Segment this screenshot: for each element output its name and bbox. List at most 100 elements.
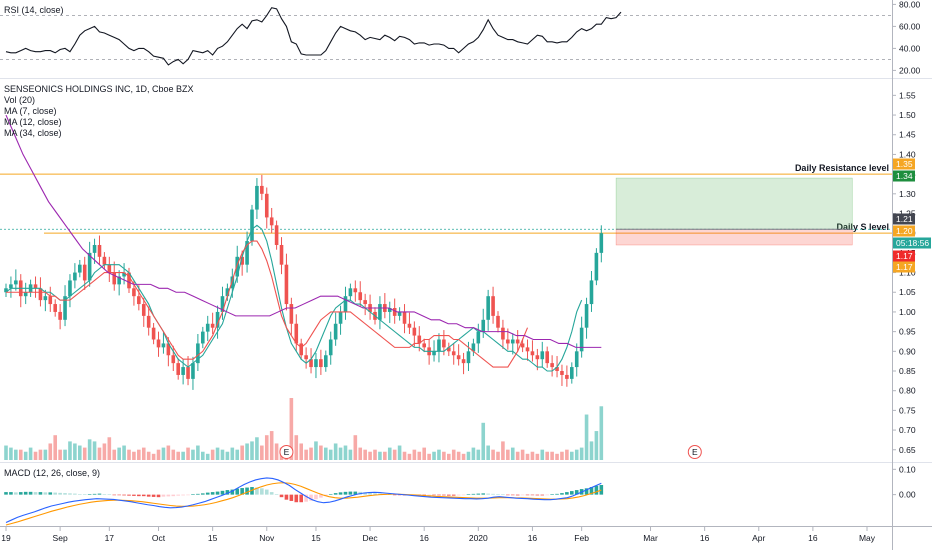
volume-bar — [58, 449, 62, 460]
candle — [584, 304, 589, 328]
volume-bar — [427, 453, 431, 460]
macd-histogram-bar — [466, 494, 471, 495]
macd-histogram-bar — [68, 493, 72, 495]
macd-histogram-bar — [102, 494, 107, 495]
volume-bar — [333, 443, 338, 460]
volume-bar — [328, 449, 333, 460]
candle — [127, 272, 131, 289]
y-tick-label: 0.65 — [899, 445, 916, 455]
macd-histogram-bar — [78, 494, 82, 495]
macd-histogram-bar — [240, 488, 244, 495]
candle — [33, 284, 38, 289]
macd-histogram-bar — [260, 488, 264, 495]
macd-histogram-bar — [92, 493, 97, 495]
macd-histogram-bar — [215, 491, 220, 495]
price-pane[interactable]: Daily Resistance level Daily S level E E — [0, 114, 892, 460]
candle — [240, 256, 244, 265]
candle — [506, 339, 510, 344]
volume-bar — [510, 447, 515, 460]
x-tick-label: Mar — [643, 533, 658, 543]
candle — [570, 367, 574, 379]
position-stop-zone[interactable] — [615, 228, 853, 246]
earnings-marker[interactable] — [687, 445, 702, 459]
macd-histogram-bar — [545, 494, 549, 496]
candle — [338, 311, 343, 324]
y-tick-label: 0.75 — [899, 405, 916, 415]
volume-bar — [53, 435, 57, 460]
volume-bar — [353, 435, 358, 460]
y-tick-label: 0.10 — [899, 464, 916, 474]
volume-bar — [122, 445, 126, 460]
macd-histogram-bar — [274, 494, 279, 495]
price-badge-label: 1.17 — [896, 262, 913, 272]
volume-bar — [294, 435, 299, 460]
volume-bar — [392, 449, 397, 460]
volume-bar — [422, 447, 426, 460]
macd-histogram-bar — [496, 494, 500, 495]
symbol-title: SENSEONICS HOLDINGS INC, 1D, Cboe BZX — [4, 84, 194, 94]
volume-bar — [555, 453, 559, 460]
macd-histogram-bar — [501, 494, 505, 495]
volume-bar — [525, 453, 530, 460]
volume-bar — [447, 453, 451, 460]
volume-bar — [156, 449, 161, 460]
macd-histogram-bar — [348, 491, 353, 495]
moving-average-line — [5, 224, 583, 372]
price-axis[interactable]: 20.00 40.00 60.00 80.00 0.65 0.70 0.75 0.80 0.85… — [892, 0, 921, 500]
macd-histogram-bar — [117, 494, 121, 496]
macd-histogram-bar — [220, 490, 225, 495]
candle — [560, 371, 564, 375]
macd-histogram-bar — [481, 493, 486, 495]
earnings-marker[interactable] — [279, 445, 294, 459]
candle — [550, 363, 554, 368]
volume-bar — [264, 435, 269, 460]
macd-histogram-bar — [43, 492, 48, 495]
candle — [535, 355, 540, 360]
candle — [447, 347, 451, 352]
candle — [565, 374, 569, 379]
moving-average-line — [6, 240, 529, 368]
candle — [284, 264, 289, 305]
position-target-zone[interactable] — [615, 177, 853, 230]
x-tick-label: 16 — [808, 533, 818, 543]
macd-histogram-bar — [294, 494, 299, 503]
candle — [486, 296, 490, 320]
rsi-line — [5, 7, 622, 66]
volume-bar — [87, 439, 92, 460]
volume-bar — [520, 449, 525, 460]
candle — [210, 323, 215, 328]
candle — [289, 304, 294, 324]
macd-histogram-bar — [584, 488, 589, 495]
macd-histogram-bar — [373, 493, 377, 495]
candle — [235, 256, 240, 277]
y-tick-label: 0.00 — [899, 490, 916, 500]
candle — [442, 339, 446, 348]
volume-bar — [299, 443, 303, 460]
candle — [545, 351, 549, 364]
volume-bar — [412, 449, 417, 460]
time-axis[interactable]: 19 Sep 17 Oct 15 Nov 15 Dec 16 2020 16 Feb Mar 16 Apr 1… — [1, 527, 876, 543]
resistance-label: Daily Resistance level — [795, 163, 889, 173]
macd-histogram-bar — [127, 494, 131, 496]
candle — [279, 244, 284, 265]
macd-histogram-bar — [560, 493, 564, 495]
volume-bar — [324, 447, 328, 460]
candle — [437, 339, 441, 352]
candle — [122, 272, 126, 277]
volume-bar — [48, 443, 53, 460]
rsi-pane[interactable] — [0, 7, 892, 66]
macd-histogram-bar — [520, 494, 525, 496]
macd-histogram-bar — [53, 492, 57, 495]
macd-pane[interactable] — [4, 477, 604, 526]
candle — [63, 296, 67, 320]
macd-histogram-bar — [368, 492, 372, 495]
candle — [141, 304, 146, 316]
candle — [491, 296, 495, 316]
volume-bar — [245, 443, 249, 460]
macd-histogram-bar — [112, 494, 117, 496]
candle — [540, 351, 545, 360]
price-badge — [893, 213, 915, 225]
candle — [260, 185, 264, 194]
volume-bar — [78, 445, 82, 460]
